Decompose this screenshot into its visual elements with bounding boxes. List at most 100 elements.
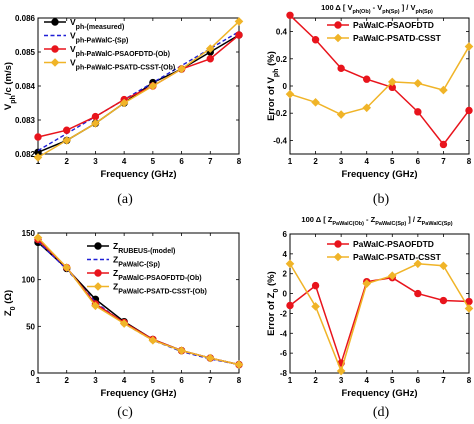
data-point xyxy=(234,360,244,369)
y-tick-label: 100 xyxy=(22,276,36,285)
legend-label-sub: PaWalC-PSATD-CSST-(Ob) xyxy=(118,288,207,295)
y-axis-label-sub: 0 xyxy=(10,306,17,310)
legend: ZRUBEUS-(model)ZPaWalC-(Sp)ZPaWalC-PSAOF… xyxy=(87,241,207,295)
y-tick-label: 150 xyxy=(22,229,36,238)
chart-title-part: 100 Δ [ V xyxy=(321,3,352,12)
x-tick-label: 2 xyxy=(64,376,69,385)
x-tick-label: 2 xyxy=(313,376,318,385)
data-point xyxy=(413,78,423,88)
series-line xyxy=(289,14,470,146)
x-tick-label: 3 xyxy=(339,376,344,385)
y-tick-label: 4 xyxy=(283,250,288,259)
x-tick-label: 1 xyxy=(288,157,293,166)
data-point xyxy=(205,44,215,53)
data-point xyxy=(235,31,243,39)
series-2 xyxy=(285,259,474,376)
data-point xyxy=(311,281,320,290)
chart-title-sub: ph(Sp) xyxy=(382,9,400,15)
y-axis-label-part: (%) xyxy=(266,51,277,68)
x-tick-label: 8 xyxy=(467,376,472,385)
chart-title-sub: PaWalC(Ob) xyxy=(332,221,364,227)
legend-marker xyxy=(334,21,342,29)
plot-area xyxy=(37,17,240,155)
x-axis-label: Frequency (GHz) xyxy=(341,388,417,399)
legend-marker xyxy=(333,33,343,43)
y-axis-label: Error of Z0 (%) xyxy=(266,271,280,336)
data-point xyxy=(439,140,448,149)
y-tick-label: 0 xyxy=(283,82,288,91)
chart-title: 100 Δ [ Vph(Ob) - Vph(Sp) ] / Vph(Sp) xyxy=(321,3,433,15)
legend-marker xyxy=(51,18,59,26)
legend-label-main: Z xyxy=(113,255,118,265)
data-point xyxy=(205,353,215,363)
series-1 xyxy=(286,11,473,149)
x-tick-label: 8 xyxy=(237,376,242,385)
y-axis-label-part: V xyxy=(3,103,14,110)
panel-label: (d) xyxy=(373,405,390,420)
data-point xyxy=(439,85,448,95)
legend-label-main: V xyxy=(70,44,76,54)
data-point xyxy=(62,136,72,145)
x-tick-label: 3 xyxy=(93,157,98,166)
y-tick-label: -6 xyxy=(280,349,288,358)
x-tick-label: 6 xyxy=(179,376,184,385)
data-point xyxy=(286,11,294,19)
data-point xyxy=(311,302,320,311)
legend-label: ZPaWalC-(Sp) xyxy=(113,255,160,269)
chart-d: 1 2 3 4 5 6 7 8 -8 -6 -4 -2 0 2 4 6 Frequency (GHz) Error… xyxy=(266,215,474,420)
y-tick-label: 6 xyxy=(283,230,288,239)
x-tick-label: 1 xyxy=(36,157,41,166)
y-tick-label: 0.4 xyxy=(276,28,288,37)
data-point xyxy=(464,304,474,313)
data-point xyxy=(34,133,42,141)
legend: PaWalC-PSAOFDTD PaWalC-PSATD-CSST xyxy=(327,20,442,43)
data-point xyxy=(62,263,72,272)
data-point xyxy=(148,81,158,91)
legend-label-sub: ph-PaWalC-(Sp) xyxy=(76,37,129,44)
legend: Vph-(measured)Vph-PaWalC-(Sp)Vph-PaWalC-… xyxy=(44,17,175,71)
panel-label: (a) xyxy=(117,192,133,207)
data-point xyxy=(119,98,129,108)
series-line xyxy=(289,263,470,374)
legend-label: ZPaWalC-PSAOFDTD-(Ob) xyxy=(113,268,202,282)
y-tick-label: 0 xyxy=(31,369,36,378)
chart-title: 100 Δ [ ZPaWalC(Ob) - ZPaWalC(Sp) ] / ZP… xyxy=(301,215,452,227)
data-point xyxy=(413,259,423,269)
x-tick-label: 1 xyxy=(288,376,293,385)
x-tick-label: 7 xyxy=(208,376,213,385)
legend-marker xyxy=(94,269,102,277)
x-tick-label: 8 xyxy=(237,157,242,166)
legend-marker xyxy=(334,240,342,248)
data-point xyxy=(465,106,473,115)
data-point xyxy=(363,75,371,83)
panel-label: (c) xyxy=(117,405,133,420)
x-tick-label: 4 xyxy=(122,376,127,385)
data-point xyxy=(464,42,474,51)
y-tick-label: 0 xyxy=(283,290,288,299)
y-axis-label: Error of Vph (%) xyxy=(266,51,280,121)
y-axis-label-part: Error of Z xyxy=(266,292,277,335)
y-tick-label: 0.083 xyxy=(15,116,36,125)
plot-area xyxy=(37,232,240,374)
legend-label: ZPaWalC-PSATD-CSST-(Ob) xyxy=(113,282,207,296)
data-point xyxy=(311,98,320,107)
x-tick-label: 4 xyxy=(364,376,369,385)
legend-label: PaWalC-PSATD-CSST xyxy=(353,252,442,262)
data-point xyxy=(63,126,71,134)
y-tick-label: 0.2 xyxy=(276,55,288,64)
data-point xyxy=(285,89,295,99)
y-axis-label-sub: ph xyxy=(10,95,17,104)
series-line xyxy=(289,46,470,116)
data-point xyxy=(33,233,43,242)
data-point xyxy=(337,64,345,73)
y-tick-label: -8 xyxy=(280,369,288,378)
x-axis-label: Frequency (GHz) xyxy=(341,169,417,180)
chart-title-part: 100 Δ [ Z xyxy=(301,215,332,224)
data-point xyxy=(33,153,43,162)
legend-label-main: V xyxy=(70,17,76,27)
data-point xyxy=(311,36,320,44)
y-tick-label: 2 xyxy=(283,270,288,279)
panel-label: (b) xyxy=(373,192,390,207)
data-point xyxy=(148,336,158,345)
